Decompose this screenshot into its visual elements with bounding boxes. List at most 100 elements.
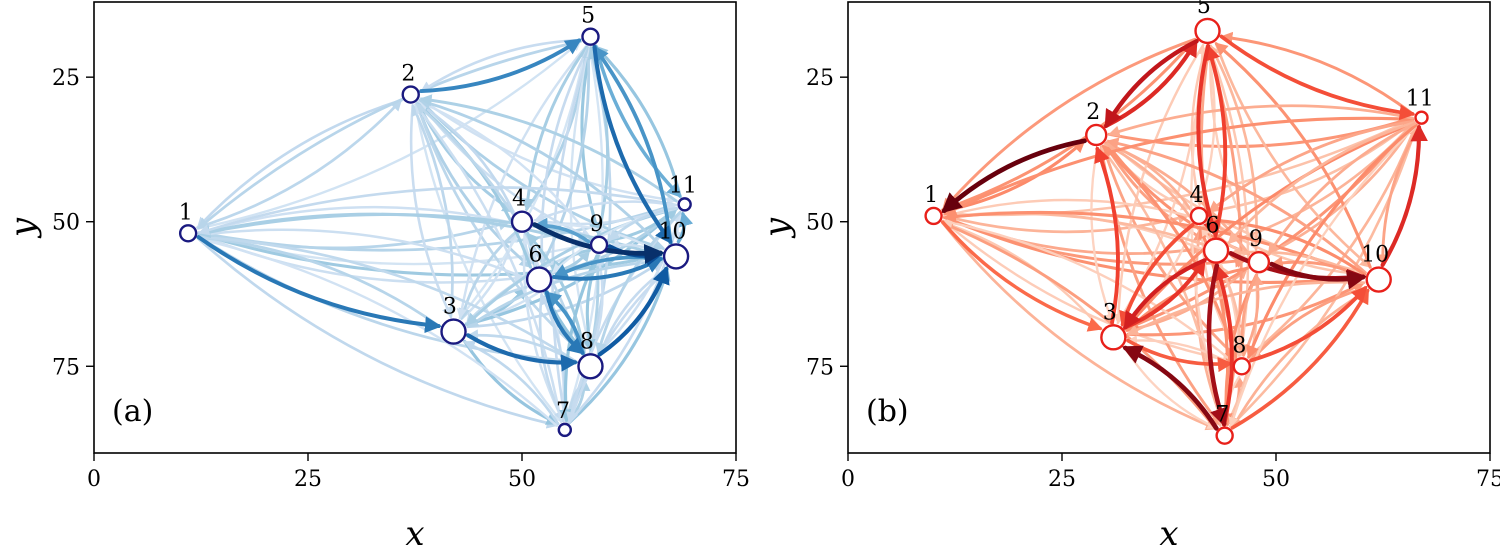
node-label: 3	[443, 295, 457, 320]
edge-strong	[1206, 263, 1229, 428]
y-tick-label: 50	[52, 211, 80, 236]
node-5	[581, 27, 600, 46]
edge	[943, 116, 1415, 216]
edge	[197, 186, 678, 236]
panel-b: 0 25 50 75 25 50 75 x y 1 2 3 4 5 6 7 8 9 10 11 (b)	[757, 0, 1500, 548]
edge	[414, 103, 562, 423]
node-label: 6	[529, 243, 543, 268]
panel-label: (a)	[112, 394, 153, 429]
edge	[568, 267, 671, 424]
node-label: 8	[1232, 333, 1246, 358]
node-1	[178, 224, 198, 243]
node-label: 1	[924, 183, 938, 208]
edge	[567, 267, 670, 424]
edge-strong	[466, 333, 579, 372]
edge-strong	[594, 44, 682, 198]
edge-strong	[544, 290, 585, 355]
edge-strong	[592, 45, 673, 245]
edge	[1090, 146, 1114, 324]
edge-strong	[1196, 43, 1220, 238]
node-label: 10	[658, 219, 686, 244]
node-4	[510, 210, 534, 233]
edge	[198, 205, 511, 236]
edge	[940, 221, 1218, 431]
edge-strong	[1104, 38, 1199, 129]
edge	[1267, 122, 1417, 255]
edge	[196, 99, 403, 229]
edge	[533, 200, 677, 223]
node-label: 4	[512, 187, 526, 212]
edge	[943, 212, 1190, 234]
edge	[942, 217, 1234, 363]
y-axis-label: y	[3, 217, 43, 239]
edge	[1207, 44, 1250, 357]
edge	[1126, 281, 1366, 337]
x-tick-label: 75	[1476, 467, 1500, 492]
node-5	[1194, 17, 1221, 45]
edge	[943, 198, 1190, 219]
edge	[197, 232, 441, 328]
edge-strong	[940, 220, 1103, 332]
edge	[942, 219, 1233, 365]
x-axis-label: x	[1159, 514, 1178, 548]
x-tick-label: 0	[841, 467, 855, 492]
y-tick-label: 75	[52, 355, 80, 380]
edge	[1228, 124, 1418, 428]
edge	[411, 104, 454, 319]
y-tick-label: 25	[806, 66, 834, 91]
edge	[196, 40, 582, 230]
edge	[1107, 104, 1414, 137]
edge	[536, 46, 590, 267]
node-7	[557, 422, 572, 438]
x-tick-label: 50	[508, 467, 536, 492]
edge	[594, 45, 682, 199]
edge-strong	[941, 138, 1087, 214]
edge-strong	[592, 44, 673, 245]
edge	[420, 38, 582, 93]
edge	[1219, 31, 1415, 116]
edge-strong	[1123, 258, 1207, 331]
edge-layer	[196, 38, 694, 429]
edge-strong	[196, 235, 442, 334]
node-label: 3	[1103, 300, 1117, 325]
edge	[1229, 123, 1419, 428]
edge-strong	[1230, 288, 1370, 430]
edge-layer	[940, 31, 1428, 431]
node-label: 10	[1361, 243, 1389, 268]
node-label: 9	[1249, 227, 1263, 252]
edge-strong	[1094, 145, 1120, 325]
edge	[196, 237, 559, 429]
node-label: 8	[580, 329, 594, 354]
node-3	[1100, 324, 1127, 351]
node-label: 11	[1406, 87, 1434, 112]
edge	[197, 231, 578, 363]
edge-strong	[1121, 345, 1219, 431]
edge	[456, 45, 588, 320]
edge	[197, 40, 582, 230]
edge	[458, 231, 517, 321]
edge	[540, 46, 595, 267]
node-label: 7	[556, 399, 570, 424]
node-2	[1085, 123, 1108, 147]
node-label: 2	[401, 62, 415, 87]
edge	[463, 339, 560, 425]
edge	[196, 98, 403, 229]
node-6	[525, 266, 553, 293]
x-tick-label: 50	[1262, 467, 1290, 492]
edge	[942, 215, 1366, 285]
node-label: 11	[669, 173, 697, 198]
x-axis-label: x	[405, 514, 424, 548]
node-8	[577, 353, 604, 380]
node-11	[677, 197, 692, 212]
edge	[1214, 42, 1372, 269]
edge	[1124, 121, 1416, 331]
y-tick-label: 50	[806, 211, 834, 236]
edge	[414, 103, 563, 423]
edge-strong	[1204, 43, 1228, 238]
edge	[418, 100, 592, 240]
edge	[463, 340, 560, 426]
node-label: 9	[590, 212, 604, 237]
edge	[196, 235, 559, 427]
edge	[559, 254, 599, 423]
